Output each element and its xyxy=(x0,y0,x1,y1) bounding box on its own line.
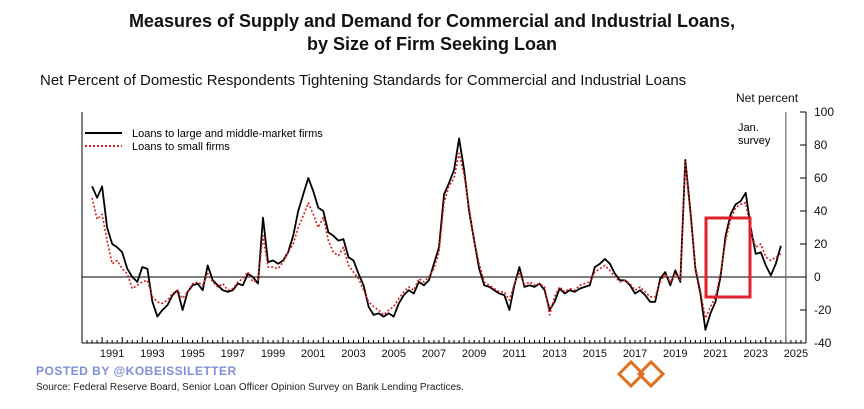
y-tick-label: 40 xyxy=(814,204,828,218)
y-tick-label: 60 xyxy=(814,171,828,185)
y-tick-label: 0 xyxy=(814,270,821,284)
chart-ticks: -40 -20 0 20 40 60 80 100 1991 1993 1995 1997 1999 20… xyxy=(81,105,834,360)
watermark-posted-by: POSTED BY @KOBEISSILETTER xyxy=(36,364,237,378)
x-tick-label: 2025 xyxy=(784,348,808,360)
x-tick-label: 1999 xyxy=(261,348,285,360)
x-tick-label: 2003 xyxy=(341,348,365,360)
chart-title-line2: by Size of Firm Seeking Loan xyxy=(306,34,558,54)
y-tick-label: -40 xyxy=(814,336,832,350)
y-tick-label: 20 xyxy=(814,237,828,251)
series-line-small-firms xyxy=(91,152,782,320)
x-tick-label: 2015 xyxy=(583,348,607,360)
source-note: Source: Federal Reserve Board, Senior Lo… xyxy=(36,382,464,393)
y-tick-label: -20 xyxy=(814,303,832,317)
x-tick-label: 1995 xyxy=(180,348,204,360)
x-tick-label: 2005 xyxy=(381,348,405,360)
x-tick-label: 2007 xyxy=(422,348,446,360)
x-tick-label: 1997 xyxy=(221,348,245,360)
x-tick-label: 2001 xyxy=(301,348,325,360)
x-tick-label: 1991 xyxy=(100,348,124,360)
series-line-large-firms xyxy=(91,137,782,331)
chart-legend: Loans to large and middle-market firms L… xyxy=(85,128,323,153)
x-tick-label: 2023 xyxy=(743,348,767,360)
y-axis-unit-label: Net percent xyxy=(736,91,799,105)
x-tick-label: 2017 xyxy=(623,348,647,360)
y-tick-label: 80 xyxy=(814,138,828,152)
x-tick-label: 2011 xyxy=(503,348,527,360)
brand-logo-icon xyxy=(617,359,666,389)
survey-annotation-line2: survey xyxy=(738,135,771,147)
x-tick-label: 2021 xyxy=(703,348,727,360)
x-tick-label: 2009 xyxy=(462,348,486,360)
chart-title: Measures of Supply and Demand for Commer… xyxy=(0,10,864,56)
chart-title-line1: Measures of Supply and Demand for Commer… xyxy=(128,11,736,31)
x-tick-label: 2019 xyxy=(663,348,687,360)
highlight-box xyxy=(704,216,752,299)
chart-series xyxy=(91,137,782,331)
legend-label-large: Loans to large and middle-market firms xyxy=(132,128,323,140)
legend-label-small: Loans to small firms xyxy=(132,141,230,153)
y-tick-label: 100 xyxy=(814,105,834,119)
chart-subtitle: Net Percent of Domestic Respondents Tigh… xyxy=(40,72,687,89)
x-tick-label: 1993 xyxy=(140,348,164,360)
x-tick-label: 2013 xyxy=(542,348,566,360)
survey-annotation-line1: Jan. xyxy=(738,122,759,134)
